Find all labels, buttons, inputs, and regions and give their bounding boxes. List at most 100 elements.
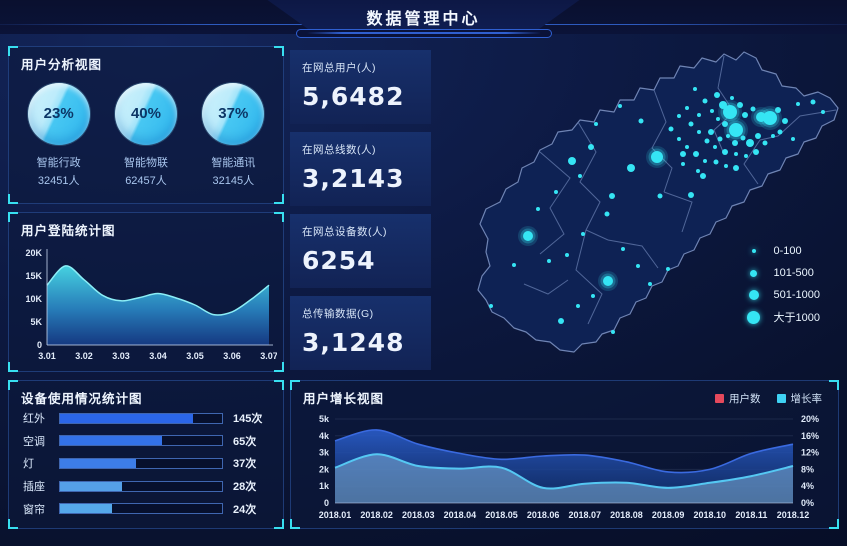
corner-bracket-icon (8, 194, 18, 204)
corner-bracket-icon (8, 46, 18, 56)
corner-bracket-icon (274, 194, 284, 204)
liquid-gauge: 23% 智能行政 32451人 (17, 82, 101, 188)
map-legend-item: 101-500 (746, 262, 821, 284)
corner-bracket-icon (829, 380, 839, 390)
usage-bar-row: 插座 28次 (23, 477, 269, 496)
gauge-count: 62457人 (125, 174, 167, 187)
svg-text:2018.12: 2018.12 (777, 510, 810, 520)
bar-fill (60, 504, 112, 514)
liquid-gauge: 37% 智能通讯 32145人 (191, 82, 275, 188)
svg-text:2018.08: 2018.08 (610, 510, 643, 520)
stat-card-total-devices: 在网总设备数(人) 6254 (290, 214, 431, 288)
usage-bar-row: 灯 37次 (23, 454, 269, 473)
svg-text:3.01: 3.01 (38, 351, 56, 361)
legend-dot-icon (751, 249, 756, 253)
region-map: 0-100 101-500 501-1000 大于1000 (428, 40, 842, 378)
stat-card-value: 3,2143 (302, 164, 405, 193)
gauge-label: 智能行政 (36, 156, 81, 169)
svg-text:2018.11: 2018.11 (735, 510, 767, 520)
map-legend-label: 101-500 (773, 267, 814, 279)
device-usage-bars: 红外 145次 空调 65次灯 37次插座 28次窗帘 24次 (9, 407, 283, 520)
bar-fill (60, 436, 163, 446)
corner-bracket-icon (8, 380, 18, 390)
svg-text:0: 0 (324, 498, 329, 508)
bar-fill (60, 481, 122, 491)
panel-user-growth: 用户增长视图 用户数 增长率 0 0% 1k 4% 2k 8% 3k 12% 4k 16% 5k 20… (290, 380, 839, 529)
header-bar: 数据管理中心 (0, 0, 847, 38)
svg-text:3.06: 3.06 (223, 351, 241, 361)
stat-card-label: 在网总用户(人) (302, 62, 376, 74)
bar-value: 37次 (233, 458, 257, 471)
gauge-circle: 23% (27, 82, 90, 145)
legend-dot-icon (750, 269, 757, 277)
map-legend-label: 大于1000 (773, 312, 820, 324)
corner-bracket-icon (829, 519, 839, 529)
bar-track (59, 457, 223, 469)
corner-bracket-icon (8, 362, 18, 372)
legend-swatch-icon (776, 394, 786, 403)
svg-text:2018.10: 2018.10 (693, 510, 726, 520)
map-legend-item: 0-100 (746, 240, 821, 262)
usage-bar-row: 空调 65次 (23, 431, 269, 450)
svg-text:3.04: 3.04 (149, 351, 167, 361)
panel-title: 用户增长视图 (303, 392, 385, 406)
bar-fill (60, 413, 193, 423)
svg-text:3.02: 3.02 (75, 351, 93, 361)
login-area-chart: 0 5K 10K 15K 20K 3.01 3.02 3.03 3.04 3.05 3.06 3.07 (25, 248, 277, 361)
svg-text:1k: 1k (319, 481, 330, 491)
bar-value: 145次 (233, 413, 263, 426)
svg-text:2k: 2k (319, 464, 330, 474)
growth-chart-legend: 用户数 增长率 (715, 391, 822, 406)
svg-text:2018.03: 2018.03 (402, 510, 435, 520)
panel-title: 用户分析视图 (21, 58, 103, 72)
svg-text:2018.04: 2018.04 (444, 510, 477, 520)
corner-bracket-icon (8, 212, 18, 222)
gauge-percent: 40% (130, 105, 161, 122)
svg-text:5k: 5k (319, 414, 330, 424)
gauge-circle: 37% (202, 82, 265, 145)
usage-bar-row: 窗帘 24次 (23, 499, 269, 518)
gauge-count: 32451人 (37, 174, 80, 187)
corner-bracket-icon (274, 362, 284, 372)
header-decoration (295, 29, 552, 38)
corner-bracket-icon (274, 380, 284, 390)
stat-card-label: 在网总线数(人) (302, 144, 376, 156)
stat-card-value: 5,6482 (302, 82, 405, 111)
legend-label: 用户数 (729, 393, 761, 405)
stat-card-value: 3,1248 (302, 328, 405, 357)
svg-text:12%: 12% (801, 448, 819, 458)
bar-track (59, 480, 223, 492)
bar-track (59, 435, 223, 447)
stat-card-label: 总传输数据(G) (302, 308, 374, 320)
bar-track (59, 503, 223, 515)
svg-text:16%: 16% (801, 431, 819, 441)
svg-text:2018.05: 2018.05 (485, 510, 518, 520)
liquid-gauge-group: 23% 智能行政 32451人 40% 智能物联 62457人 37% 智能通讯 32145人 (9, 73, 283, 197)
gauge-circle: 40% (114, 82, 177, 145)
legend-swatch-icon (715, 394, 724, 403)
svg-text:8%: 8% (801, 464, 814, 474)
corner-bracket-icon (290, 380, 300, 390)
map-legend-item: 501-1000 (746, 284, 820, 306)
bar-value: 28次 (233, 481, 257, 494)
map-scatter-chart (477, 51, 839, 353)
map-legend: 0-100 101-500 501-1000 大于1000 (746, 240, 821, 328)
usage-bar-row: 红外 145次 (23, 409, 269, 428)
svg-text:2018.09: 2018.09 (652, 510, 685, 520)
gauge-percent: 37% (218, 105, 249, 122)
panel-login-stats: 用户登陆统计图 0 5K 10K 15K 20K 3.01 3.02 3.03 3.04 3.05… (8, 212, 284, 372)
legend-dot-icon (748, 290, 759, 300)
svg-text:5K: 5K (30, 317, 42, 327)
legend-dot-icon (747, 310, 760, 324)
panel-title: 用户登陆统计图 (21, 224, 116, 238)
page-title: 数据管理中心 (366, 11, 481, 28)
bar-label: 插座 (23, 481, 45, 494)
legend-label: 增长率 (790, 393, 823, 405)
bar-value: 24次 (233, 503, 257, 516)
svg-text:3k: 3k (319, 448, 330, 458)
growth-area-chart: 0 0% 1k 4% 2k 8% 3k 12% 4k 16% 5k 20% 2018.01 2018.02… (319, 414, 819, 520)
svg-text:2018.01: 2018.01 (319, 510, 352, 520)
svg-text:3.07: 3.07 (260, 351, 277, 361)
svg-text:15K: 15K (25, 271, 42, 281)
